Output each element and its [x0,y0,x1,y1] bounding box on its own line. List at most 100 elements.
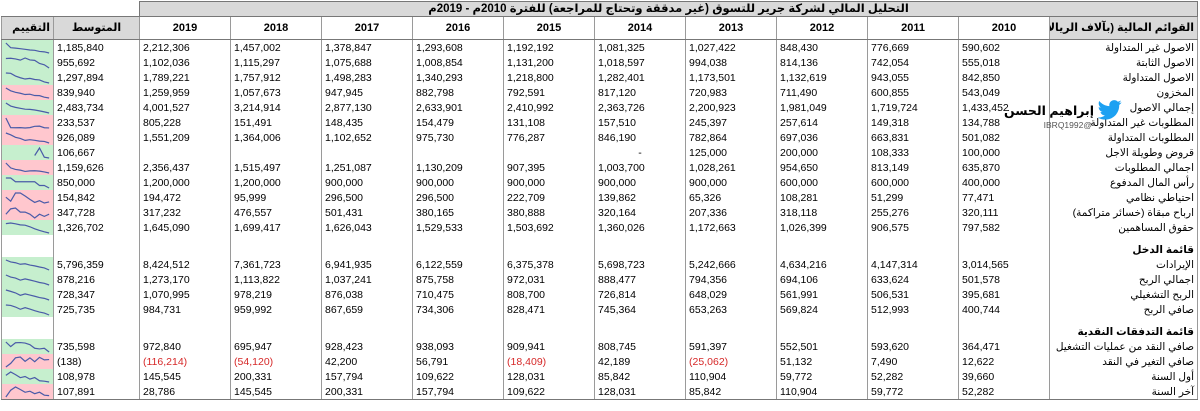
rating-sparkline-cell [1,39,54,55]
sparkline-trend-line [6,372,49,382]
table-cell: (25,062) [685,354,778,369]
header-year: 2018 [230,16,323,40]
table-cell: 906,575 [867,220,960,235]
table-cell: 900,000 [412,175,505,190]
row-label: حقوق المساهمين [1049,220,1199,235]
header-year: 2012 [776,16,869,40]
table-cell: 561,991 [776,287,869,302]
table-cell: 476,557 [230,205,323,220]
twitter-bird-icon [1098,100,1122,120]
table-row: اجمالي الربح 501,578 633,624 694,106 794,356… [1,272,1199,287]
rating-sparkline-cell [1,160,54,175]
table-cell: 635,870 [958,160,1051,175]
row-label: المخزون [1049,85,1199,100]
sparkline [4,258,51,272]
header-year: 2013 [685,16,778,40]
table-cell: 938,093 [412,339,505,354]
table-cell: 972,840 [138,339,232,354]
table-cell: 1,026,399 [776,220,869,235]
table-cell: 1,172,663 [685,220,778,235]
row-label: رأس المال المدفوع [1049,175,1199,190]
table-cell: 928,423 [321,339,414,354]
table-row: المخزون 543,049 600,855 711,490 720,983 817,1… [1,85,1199,100]
table-cell: 4,147,314 [867,257,960,272]
table-cell: 2,877,130 [321,100,414,115]
table-cell: 1,529,533 [412,220,505,235]
rating-sparkline-cell [1,220,54,235]
table-cell: 7,490 [867,354,960,369]
row-label: صافي النقد من عمليات التشغيل [1049,339,1199,354]
rating-sparkline-cell [1,257,54,272]
table-cell: 42,200 [321,354,414,369]
rating-sparkline-cell [1,175,54,190]
table-cell: 1,173,501 [685,70,778,85]
table-cell: 975,730 [412,130,505,145]
sparkline-trend-line [6,73,49,83]
sparkline [4,176,51,190]
table-cell: 1,113,822 [230,272,323,287]
table-cell: 1,028,261 [685,160,778,175]
table-row: الإيرادات 3,014,565 4,147,314 4,634,216 5,24… [1,257,1199,272]
table-cell: 1,699,417 [230,220,323,235]
table-cell [138,145,232,160]
header-year: 2014 [594,16,687,40]
table-cell: 110,904 [776,384,869,400]
sparkline-trend-line [6,208,49,218]
table-cell: 954,650 [776,160,869,175]
average-cell: 725,735 [53,302,140,317]
table-cell: 726,814 [594,287,687,302]
author-name: إبراهيم الحسن [1003,104,1094,118]
rating-sparkline-cell [1,287,54,302]
sparkline-trend-line [6,305,49,315]
row-label: إجمالي الاصول [1049,100,1199,115]
average-cell: 2,483,734 [53,100,140,115]
rating-sparkline-cell [1,190,54,205]
table-cell: 501,431 [321,205,414,220]
sparkline-trend-line [6,58,49,68]
sparkline [4,340,51,354]
sparkline-trend-line [6,178,49,188]
author-handle: @IBRQ1992 [1043,120,1092,130]
table-cell: 1,433,452 [958,100,1051,115]
sparkline-trend-line [6,290,49,300]
table-cell: 1,498,283 [321,70,414,85]
table-row: إجمالي الاصول 1,433,452 1,719,724 1,981,049… [1,100,1199,115]
table-cell: 882,798 [412,85,505,100]
table-cell: 134,788 [958,115,1051,130]
table-cell: 888,477 [594,272,687,287]
table-cell: 1,251,087 [321,160,414,175]
rating-sparkline-cell [1,55,54,70]
table-cell: 1,081,325 [594,39,687,55]
table-cell: 296,500 [321,190,414,205]
average-cell: 233,537 [53,115,140,130]
average-cell: 1,185,840 [53,39,140,55]
table-cell: 1,027,422 [685,39,778,55]
table-cell: 108,281 [776,190,869,205]
average-cell: 850,000 [53,175,140,190]
table-cell: 828,471 [503,302,596,317]
table-cell: 51,132 [776,354,869,369]
sparkline-trend-line [6,193,49,203]
table-cell: 805,228 [138,115,232,130]
table-cell: 978,219 [230,287,323,302]
row-label: الإيرادات [1049,257,1199,272]
sparkline [4,355,51,369]
table-row: الربح التشغيلي 395,681 506,531 561,991 648,0… [1,287,1199,302]
table-cell [321,145,414,160]
table-row: المطلوبات المتداولة 501,082 663,831 697,036… [1,130,1199,145]
table-cell: 245,397 [685,115,778,130]
table-cell: 1,075,688 [321,55,414,70]
table-cell: 1,457,002 [230,39,323,55]
header-rating: التقييم [1,16,54,40]
header-average: المتوسط [53,16,140,40]
table-cell: 867,659 [321,302,414,317]
table-cell: 145,545 [230,384,323,400]
table-cell: 139,862 [594,190,687,205]
sparkline [4,56,51,70]
table-cell: 110,904 [685,369,778,384]
table-cell: 1,282,401 [594,70,687,85]
table-cell: 157,794 [321,369,414,384]
sparkline [4,191,51,205]
table-cell: 42,189 [594,354,687,369]
